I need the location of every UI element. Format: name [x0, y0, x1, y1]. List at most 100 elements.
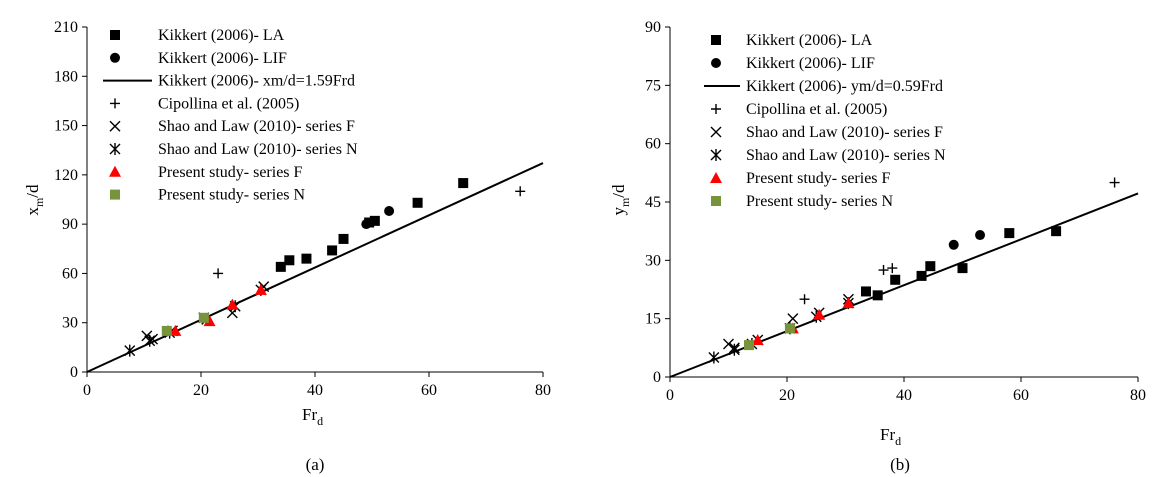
chart-b: 0 15 30 45 60 75 90 0 20 40 60 80 Frd ym/d Kikkert (20… [609, 19, 1146, 474]
data-point [948, 239, 959, 250]
data-point [890, 274, 901, 285]
data-point [327, 245, 338, 256]
data-point [1004, 228, 1015, 239]
data-point [198, 312, 209, 323]
legend-label: Present study- series F [158, 164, 303, 181]
y-tick-label: 45 [645, 194, 661, 211]
data-point [957, 263, 968, 274]
data-point [887, 263, 898, 274]
legend-label: Kikkert (2006)- xm/d=1.59Frd [158, 73, 355, 90]
data-point [169, 324, 182, 336]
y-tick-label: 30 [645, 252, 661, 269]
x-tick-label: 80 [535, 382, 551, 399]
data-point [369, 215, 380, 226]
data-point [743, 340, 754, 351]
legend-label: Shao and Law (2010)- series F [158, 118, 355, 135]
data-point [925, 261, 936, 272]
x-tick-label: 0 [666, 387, 674, 404]
x-tick-label: 40 [307, 382, 323, 399]
data-point [751, 334, 764, 346]
data-point [515, 186, 526, 197]
data-point [1051, 226, 1062, 237]
legend-swatch [110, 98, 120, 109]
y-axis-label: xm/d [23, 184, 46, 216]
legend-label: Present study- series F [746, 170, 891, 187]
x-axis-label-main: Fr [302, 405, 317, 424]
y-tick-label: 150 [54, 118, 78, 135]
x-axis-label: Frd [880, 425, 901, 448]
legend-swatch [711, 104, 721, 114]
y-axis-label-subscript: m [618, 197, 632, 207]
legend-label: Present study- series N [158, 187, 306, 204]
y-tick-label: 180 [54, 68, 78, 85]
legend-label: Present study- series N [746, 193, 894, 210]
x-tick-label: 20 [193, 382, 209, 399]
legend-swatch [711, 58, 721, 68]
data-point [284, 255, 295, 266]
legend-label: Shao and Law (2010)- series N [746, 147, 946, 164]
data-point [275, 261, 286, 272]
fit-line [86, 162, 544, 373]
legend-swatch [109, 143, 121, 155]
data-point [203, 315, 216, 327]
legend-swatch [109, 165, 121, 177]
data-point [144, 334, 156, 347]
legend-swatch [110, 30, 120, 40]
data-point [124, 344, 136, 357]
y-tick-label: 90 [62, 216, 78, 233]
fit-line [669, 192, 1139, 378]
legend-label: Kikkert (2006)- ym/d=0.59Frd [746, 78, 943, 95]
data-point [878, 265, 889, 276]
legend-label: Kikkert (2006)- LIF [158, 50, 287, 67]
y-axis-label-suffix: /d [23, 184, 42, 198]
data-point [458, 178, 469, 189]
data-point [860, 286, 871, 297]
data-point [226, 298, 239, 310]
y-tick-label: 210 [54, 19, 78, 36]
data-point [813, 308, 826, 320]
legend-swatch [110, 189, 120, 200]
panel-caption: (b) [890, 455, 910, 474]
chart-a: 0 30 60 90 120 150 180 210 0 20 40 60 80 Frd xm/d Kikke… [23, 19, 551, 474]
legend-label: Shao and Law (2010)- series N [158, 141, 358, 158]
y-tick-label: 0 [70, 364, 78, 381]
y-axis-label-main: x [23, 207, 42, 216]
y-tick-label: 90 [645, 19, 661, 36]
y-tick-label: 15 [645, 311, 661, 328]
legend-label: Kikkert (2006)- LIF [746, 55, 875, 72]
data-point [412, 197, 423, 208]
legend-swatch [711, 35, 721, 45]
y-tick-label: 60 [645, 136, 661, 153]
data-point [872, 290, 883, 301]
x-tick-label: 60 [1013, 387, 1029, 404]
data-point [301, 253, 312, 264]
x-tick-label: 60 [421, 382, 437, 399]
x-axis-label-subscript: d [317, 414, 323, 428]
x-axis-label-main: Fr [880, 425, 895, 444]
x-tick-label: 20 [779, 387, 795, 404]
legend-label: Shao and Law (2010)- series F [746, 124, 943, 141]
legend-swatch [710, 126, 722, 138]
data-point [338, 233, 349, 244]
legend-label: Cipollina et al. (2005) [158, 95, 299, 112]
y-tick-label: 120 [54, 167, 78, 184]
legend-label: Kikkert (2006)- LA [158, 27, 285, 44]
legend-swatch [110, 52, 120, 63]
data-point [799, 294, 810, 305]
data-point [784, 323, 795, 334]
data-point [916, 270, 927, 281]
x-axis-label: Frd [302, 405, 323, 428]
legend-swatch [710, 172, 722, 183]
x-tick-label: 80 [1130, 387, 1146, 404]
panel-caption: (a) [306, 455, 325, 474]
y-axis-label-main: y [609, 207, 628, 216]
x-tick-label: 40 [896, 387, 912, 404]
legend-label: Cipollina et al. (2005) [746, 101, 887, 118]
data-point [161, 325, 172, 336]
data-point [361, 219, 372, 230]
y-tick-label: 75 [645, 77, 661, 94]
y-axis-label-subscript: m [32, 197, 46, 207]
data-point [708, 351, 720, 364]
x-axis-label-subscript: d [895, 434, 901, 448]
